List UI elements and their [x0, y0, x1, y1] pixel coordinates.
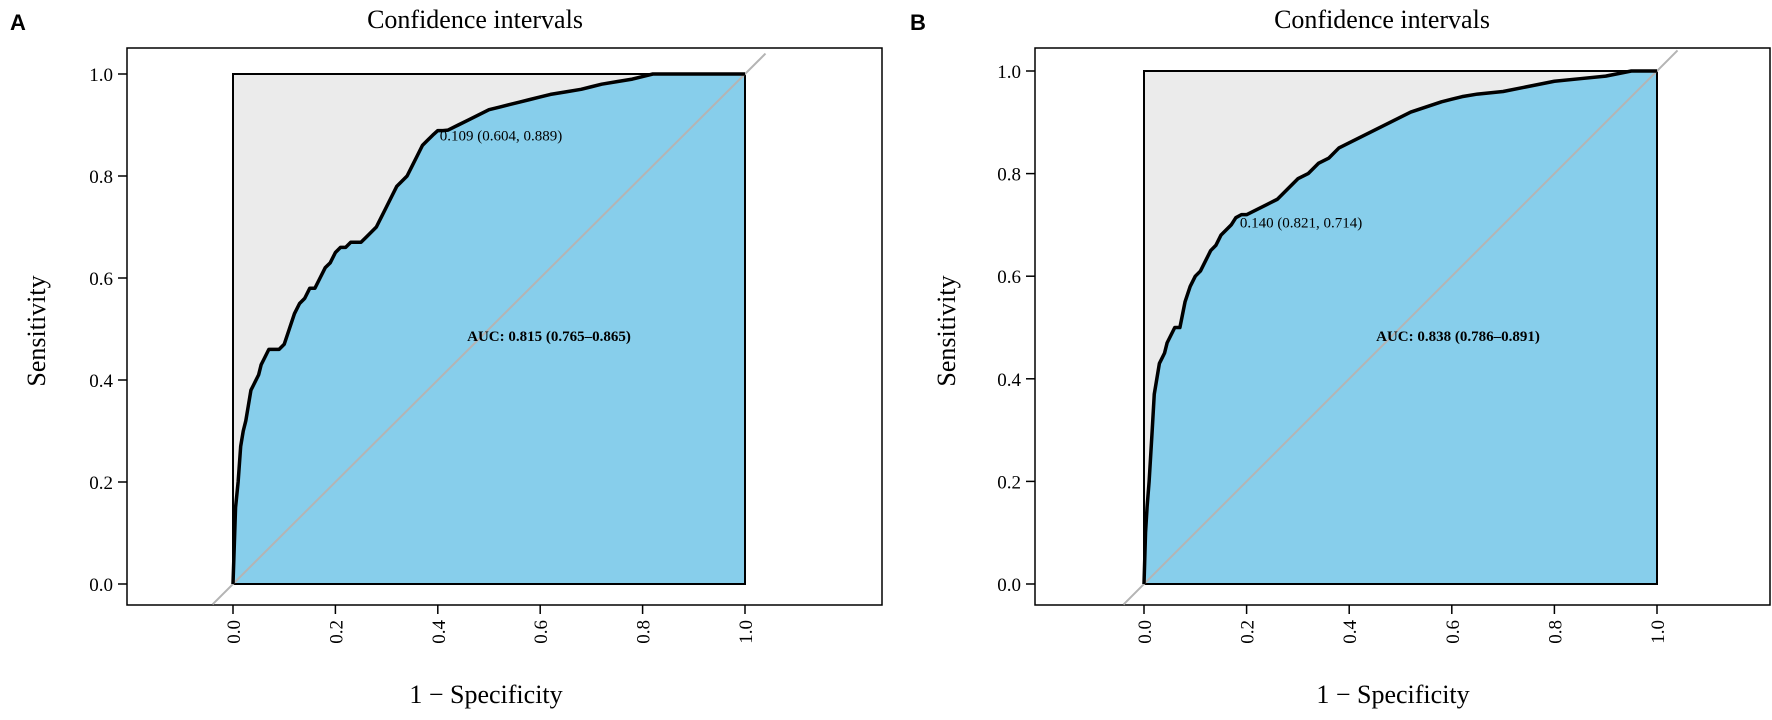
- threshold-annotation: 0.140 (0.821, 0.714): [1240, 216, 1363, 232]
- x-tick-label: 1.0: [1648, 620, 1669, 644]
- y-tick-label: 0.2: [997, 472, 1021, 493]
- x-tick-label: 0.6: [531, 620, 552, 644]
- y-tick-label: 1.0: [997, 62, 1021, 83]
- x-tick-label: 0.0: [1135, 620, 1156, 644]
- y-tick-label: 0.4: [997, 370, 1021, 391]
- x-tick-label: 0.8: [634, 620, 655, 644]
- x-axis-label: 1 − Specificity: [1316, 680, 1469, 709]
- auc-annotation: AUC: 0.815 (0.765–0.865): [467, 329, 631, 345]
- panel-letter: B: [910, 10, 926, 35]
- panel-letter: A: [10, 10, 26, 35]
- y-axis-label: Sensitivity: [22, 275, 51, 386]
- x-tick-label: 0.4: [429, 620, 450, 644]
- auc-annotation: AUC: 0.838 (0.786–0.891): [1376, 329, 1540, 345]
- y-tick-label: 0.6: [997, 267, 1021, 288]
- y-tick-label: 0.0: [997, 575, 1021, 596]
- y-tick-label: 0.8: [89, 167, 113, 188]
- x-tick-label: 1.0: [736, 620, 757, 644]
- y-tick-label: 0.8: [997, 165, 1021, 186]
- diagonal-reference-line: [211, 52, 767, 606]
- diagonal-reference-line: [1122, 49, 1679, 606]
- roc-curve: [231, 72, 745, 585]
- x-tick-label: 0.2: [326, 620, 347, 644]
- x-tick-label: 0.8: [1545, 620, 1566, 644]
- y-tick-label: 1.0: [89, 65, 113, 86]
- unit-box: [1143, 70, 1658, 585]
- x-tick-label: 0.2: [1238, 620, 1259, 644]
- x-tick-label: 0.4: [1340, 620, 1361, 644]
- y-tick-label: 0.6: [89, 269, 113, 290]
- chart-title: Confidence intervals: [367, 5, 583, 34]
- plot-area: 0.0 0.2 0.4 0.6 0.8 1.0 0.0 0.2 0.4 0.6 0.8 1.0: [89, 47, 883, 644]
- chart-title: Confidence intervals: [1274, 5, 1490, 34]
- y-tick-label: 0.0: [89, 575, 113, 596]
- y-tick-label: 0.2: [89, 473, 113, 494]
- x-tick-label: 0.0: [224, 620, 245, 644]
- y-tick-label: 0.4: [89, 371, 113, 392]
- panel-a: A Confidence intervals 0.0 0.2 0.4 0.6 0.8 1.…: [10, 5, 883, 709]
- y-axis-label: Sensitivity: [932, 275, 961, 386]
- x-tick-label: 0.6: [1443, 620, 1464, 644]
- panel-b: B Confidence intervals 0.0 0.2 0.4 0.6 0.8 1.…: [910, 5, 1771, 709]
- x-axis-label: 1 − Specificity: [409, 680, 562, 709]
- threshold-annotation: 0.109 (0.604, 0.889): [440, 129, 563, 145]
- unit-box: [232, 73, 746, 585]
- roc-curve: [1142, 69, 1657, 585]
- plot-area: 0.0 0.2 0.4 0.6 0.8 1.0 0.0 0.2 0.4 0.6 0.8 1.0: [997, 47, 1771, 644]
